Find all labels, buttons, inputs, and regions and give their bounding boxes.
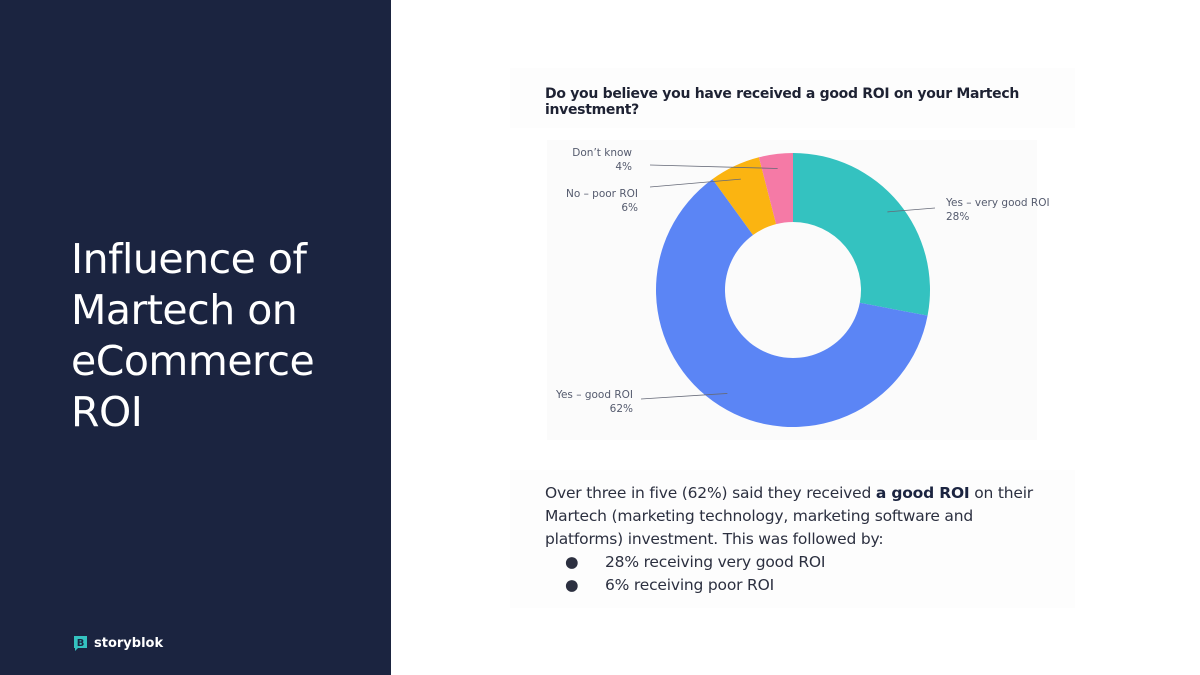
svg-text:B: B — [77, 638, 85, 649]
description-card — [510, 470, 1075, 608]
slide-title: Influence of Martech on eCommerce ROI — [71, 235, 315, 436]
donut-chart — [640, 153, 936, 427]
left-panel — [0, 0, 391, 675]
intro-after: on their Martech (marketing technology, … — [545, 484, 1033, 548]
label-dont-know: Don’t know 4% — [557, 146, 632, 174]
label-yes-very-good-value: 28% — [946, 211, 970, 223]
bullet-list: ● 28% receiving very good ROI ● 6% receivi… — [545, 551, 1050, 597]
bullet-text: 28% receiving very good ROI — [605, 553, 826, 571]
label-dont-know-name: Don’t know — [572, 147, 632, 159]
chart-title-card — [510, 68, 1075, 128]
leader-line — [649, 164, 778, 169]
leader-line — [887, 207, 936, 213]
bullet-dot-icon: ● — [565, 576, 579, 594]
label-yes-good: Yes – good ROI 62% — [547, 388, 633, 416]
label-dont-know-value: 4% — [615, 161, 632, 173]
intro-before: Over three in five (62%) said they recei… — [545, 484, 876, 502]
bullet-dot-icon: ● — [565, 553, 579, 571]
slice-yes-good — [656, 179, 928, 427]
label-no-poor-value: 6% — [621, 202, 638, 214]
storyblok-logo-icon: B — [73, 635, 88, 652]
storyblok-logo: B storyblok — [73, 635, 163, 652]
label-no-poor-name: No – poor ROI — [565, 188, 638, 200]
description-intro: Over three in five (62%) said they recei… — [545, 482, 1050, 551]
label-yes-very-good-name: Yes – very good ROI — [946, 197, 1050, 209]
slice-dont-know — [758, 153, 793, 225]
slice-no-poor — [712, 157, 777, 235]
chart-title: Do you believe you have received a good … — [545, 86, 1020, 118]
bullet-text: 6% receiving poor ROI — [605, 576, 774, 594]
label-yes-good-name: Yes – good ROI — [555, 389, 633, 401]
leader-line — [649, 178, 741, 188]
bullet-item: ● 28% receiving very good ROI — [545, 551, 1050, 574]
description-text: Over three in five (62%) said they recei… — [545, 482, 1050, 597]
chart-area: Don’t know 4% No – poor ROI 6% Yes – ver… — [547, 140, 1050, 440]
intro-bold: a good ROI — [875, 484, 970, 502]
leader-line — [640, 393, 728, 400]
label-yes-very-good: Yes – very good ROI 28% — [946, 196, 1056, 224]
label-yes-good-value: 62% — [609, 403, 633, 415]
slice-yes-very-good — [793, 153, 930, 316]
logo-text: storyblok — [94, 636, 164, 651]
label-no-poor: No – poor ROI 6% — [547, 187, 638, 215]
bullet-item: ● 6% receiving poor ROI — [545, 574, 1050, 597]
